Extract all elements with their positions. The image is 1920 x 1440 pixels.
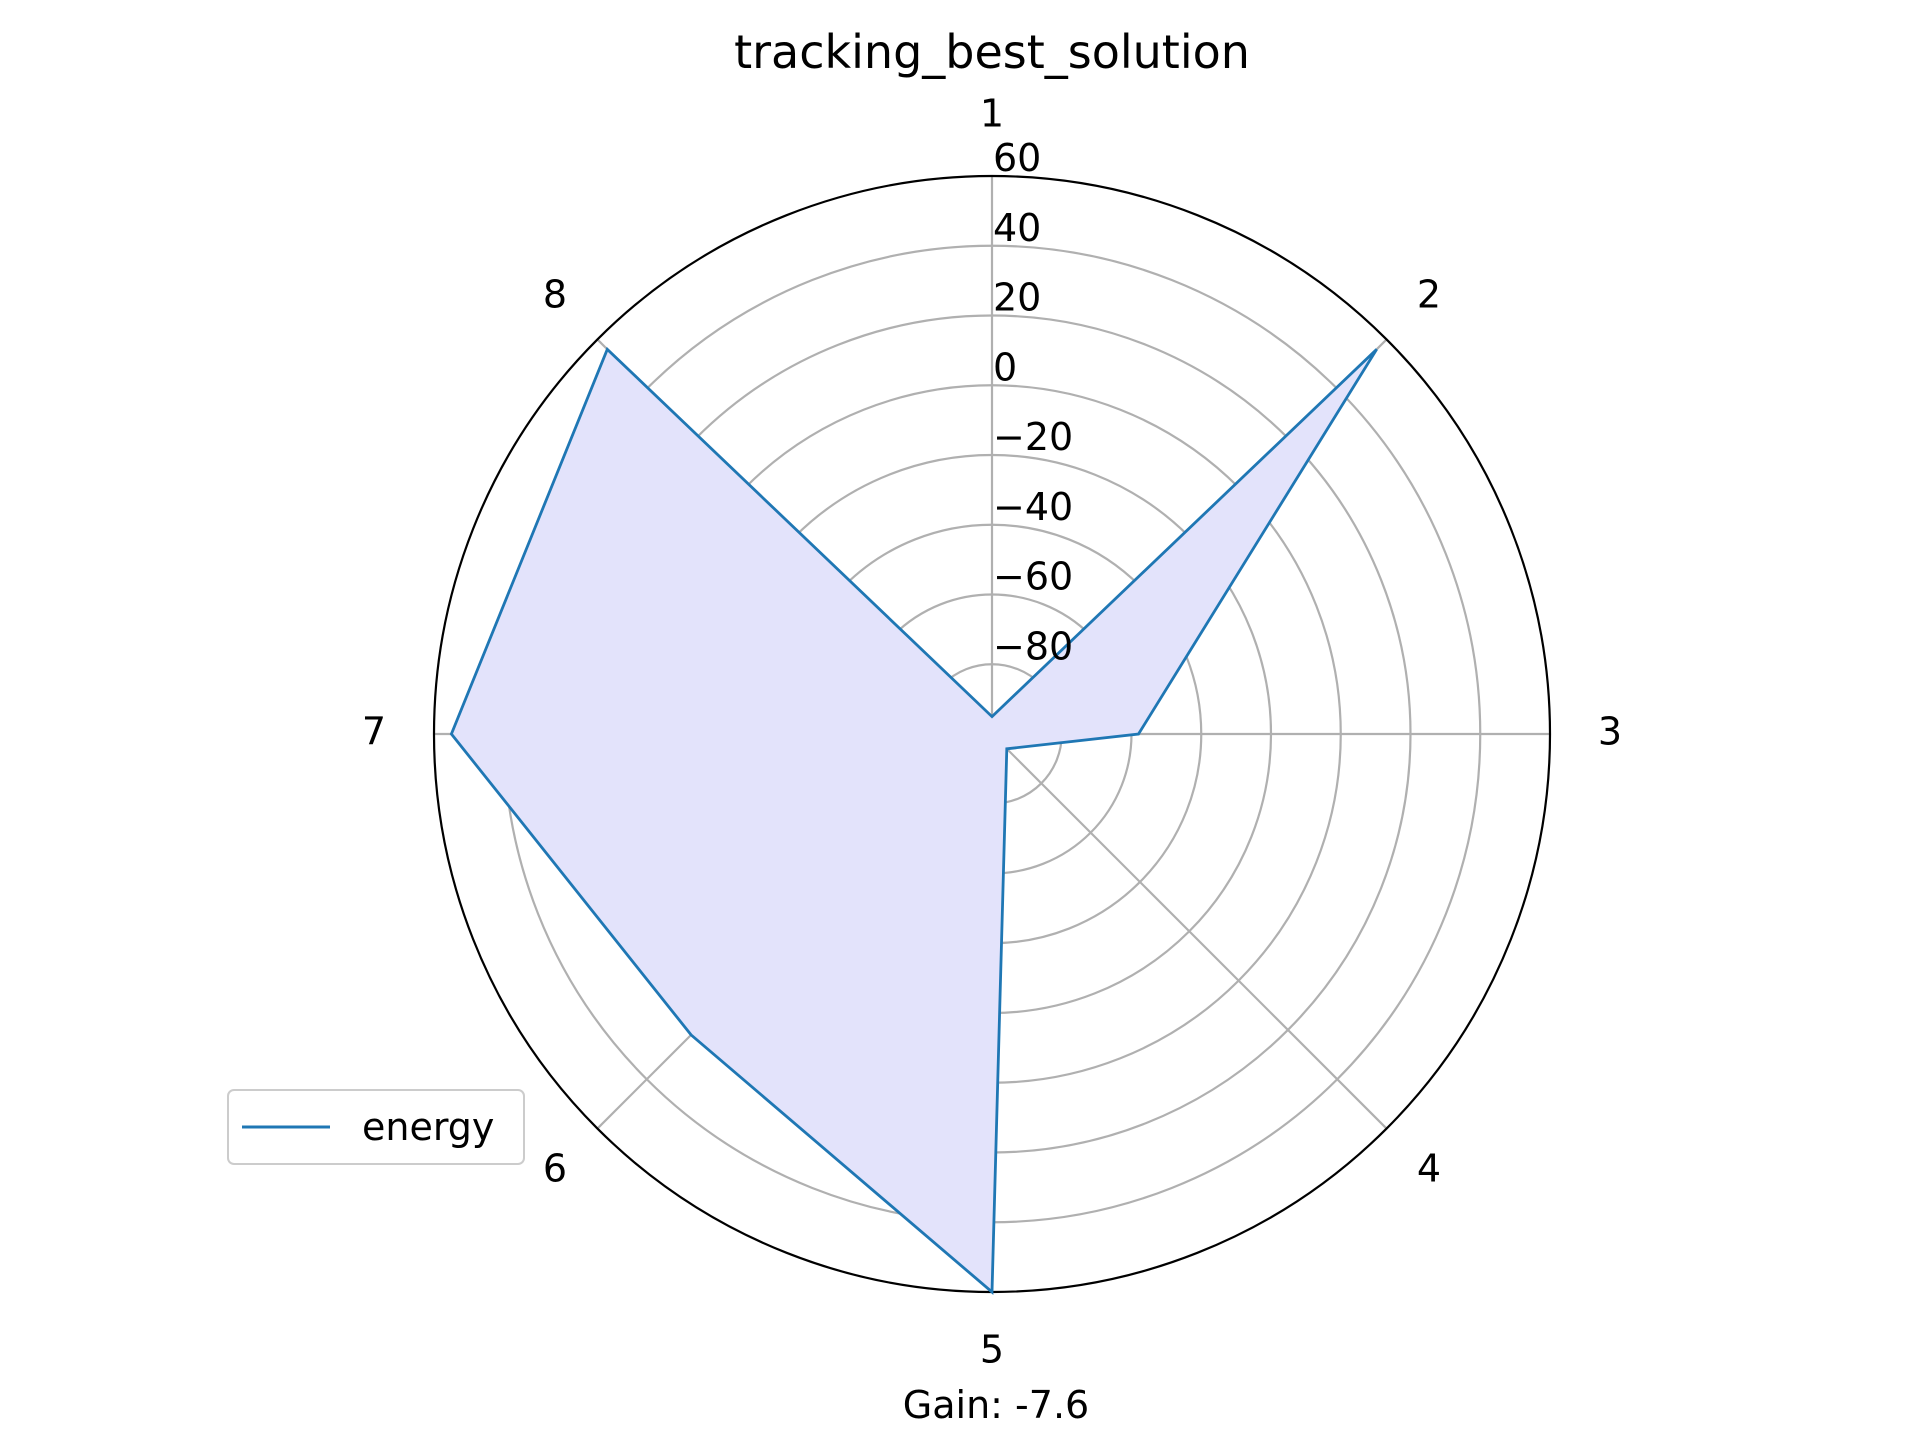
radial-tick-label-5: 20 — [993, 276, 1041, 320]
radial-tick-label-1: −60 — [993, 555, 1073, 599]
legend-label-energy: energy — [362, 1105, 494, 1149]
grid-spoke-4 — [991, 733, 1388, 1130]
data-series-layer — [449, 346, 1379, 1295]
angle-label-2: 2 — [1417, 273, 1441, 317]
gain-footer: Gain: -7.6 — [903, 1383, 1089, 1427]
data-point-energy-6 — [689, 1033, 693, 1037]
data-point-energy-4 — [1005, 747, 1009, 751]
data-point-energy-8 — [605, 347, 609, 351]
chart-title: tracking_best_solution — [734, 25, 1250, 79]
data-point-energy-5 — [990, 1290, 994, 1294]
radial-tick-label-3: −20 — [993, 415, 1073, 459]
angle-labels: 1 2 3 4 5 6 7 8 — [362, 92, 1622, 1372]
data-point-energy-7 — [449, 732, 453, 736]
angle-label-3: 3 — [1598, 710, 1622, 754]
radial-tick-label-7: 60 — [993, 136, 1041, 180]
radial-tick-labels: −80 −60 −40 −20 0 20 40 60 — [993, 136, 1073, 668]
radial-tick-label-6: 40 — [993, 206, 1041, 250]
angle-label-4: 4 — [1417, 1146, 1441, 1190]
angle-label-6: 6 — [543, 1146, 567, 1190]
legend-frame — [227, 1089, 525, 1165]
angle-label-1: 1 — [980, 92, 1004, 136]
data-point-energy-2 — [1375, 347, 1379, 351]
angle-label-8: 8 — [543, 273, 567, 317]
radial-tick-label-2: −40 — [993, 485, 1073, 529]
series-line-energy — [449, 346, 1378, 1295]
data-point-energy-3 — [1136, 732, 1140, 736]
series-fill-energy — [451, 349, 1377, 1292]
legend: energy — [227, 1089, 525, 1165]
radial-tick-label-4: 0 — [993, 345, 1017, 389]
angle-label-7: 7 — [362, 710, 386, 754]
data-point-energy-1 — [990, 715, 994, 719]
angle-label-5: 5 — [980, 1328, 1004, 1372]
radial-tick-label-0: −80 — [993, 624, 1073, 668]
